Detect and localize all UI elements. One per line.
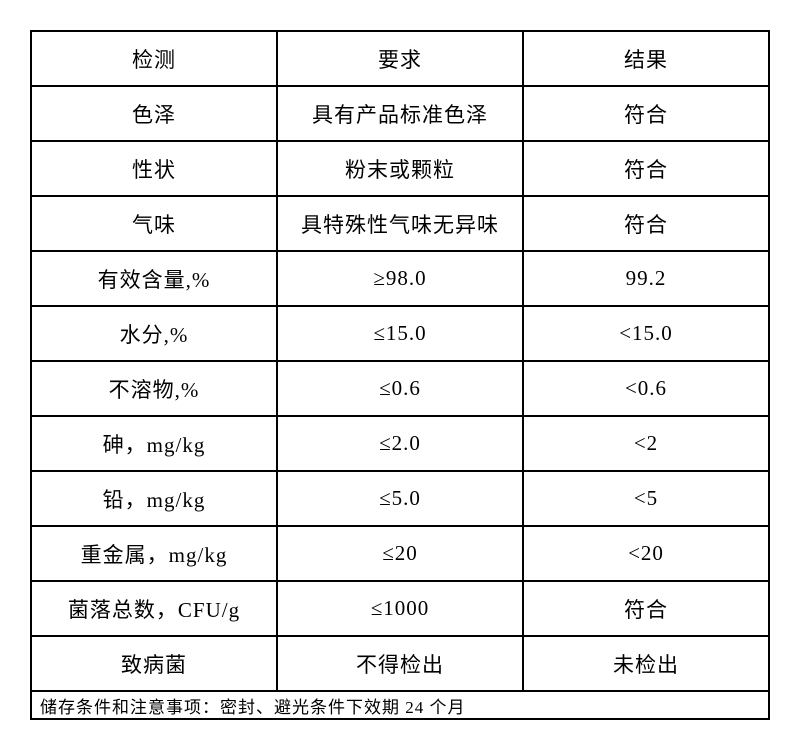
table-row: 铅，mg/kg ≤5.0 <5 <box>30 470 770 527</box>
column-header-item: 检测 <box>30 30 278 87</box>
cell-item: 致病菌 <box>30 635 278 692</box>
table-row: 性状 粉末或颗粒 符合 <box>30 140 770 197</box>
footer-row: 储存条件和注意事项：密封、避光条件下效期 24 个月 <box>30 690 770 720</box>
table-row: 色泽 具有产品标准色泽 符合 <box>30 85 770 142</box>
table-row: 不溶物,% ≤0.6 <0.6 <box>30 360 770 417</box>
cell-requirement: ≤1000 <box>276 580 524 637</box>
cell-requirement: 具特殊性气味无异味 <box>276 195 524 252</box>
table-row: 水分,% ≤15.0 <15.0 <box>30 305 770 362</box>
table-row: 有效含量,% ≥98.0 99.2 <box>30 250 770 307</box>
cell-result: 符合 <box>522 85 770 142</box>
table-row: 重金属，mg/kg ≤20 <20 <box>30 525 770 582</box>
storage-note: 储存条件和注意事项：密封、避光条件下效期 24 个月 <box>30 690 770 720</box>
cell-result: <15.0 <box>522 305 770 362</box>
cell-result: 符合 <box>522 195 770 252</box>
column-header-result: 结果 <box>522 30 770 87</box>
header-row: 检测 要求 结果 <box>30 30 770 87</box>
cell-result: <20 <box>522 525 770 582</box>
cell-item: 砷，mg/kg <box>30 415 278 472</box>
cell-result: 未检出 <box>522 635 770 692</box>
table-row: 气味 具特殊性气味无异味 符合 <box>30 195 770 252</box>
cell-requirement: ≤5.0 <box>276 470 524 527</box>
cell-requirement: ≥98.0 <box>276 250 524 307</box>
table-row: 菌落总数，CFU/g ≤1000 符合 <box>30 580 770 637</box>
cell-requirement: ≤20 <box>276 525 524 582</box>
cell-result: <0.6 <box>522 360 770 417</box>
inspection-table: 检测 要求 结果 色泽 具有产品标准色泽 符合 性状 粉末或颗粒 符合 气味 具特殊性气味无异… <box>30 30 770 720</box>
cell-result: 99.2 <box>522 250 770 307</box>
cell-requirement: ≤0.6 <box>276 360 524 417</box>
cell-result: 符合 <box>522 140 770 197</box>
column-header-requirement: 要求 <box>276 30 524 87</box>
cell-item: 气味 <box>30 195 278 252</box>
cell-item: 有效含量,% <box>30 250 278 307</box>
cell-item: 重金属，mg/kg <box>30 525 278 582</box>
cell-item: 色泽 <box>30 85 278 142</box>
cell-requirement: 具有产品标准色泽 <box>276 85 524 142</box>
cell-result: <5 <box>522 470 770 527</box>
cell-requirement: 不得检出 <box>276 635 524 692</box>
table-row: 砷，mg/kg ≤2.0 <2 <box>30 415 770 472</box>
cell-item: 菌落总数，CFU/g <box>30 580 278 637</box>
cell-requirement: ≤15.0 <box>276 305 524 362</box>
cell-result: <2 <box>522 415 770 472</box>
cell-result: 符合 <box>522 580 770 637</box>
cell-item: 性状 <box>30 140 278 197</box>
cell-item: 水分,% <box>30 305 278 362</box>
cell-requirement: ≤2.0 <box>276 415 524 472</box>
cell-item: 铅，mg/kg <box>30 470 278 527</box>
cell-requirement: 粉末或颗粒 <box>276 140 524 197</box>
cell-item: 不溶物,% <box>30 360 278 417</box>
table-row: 致病菌 不得检出 未检出 <box>30 635 770 692</box>
